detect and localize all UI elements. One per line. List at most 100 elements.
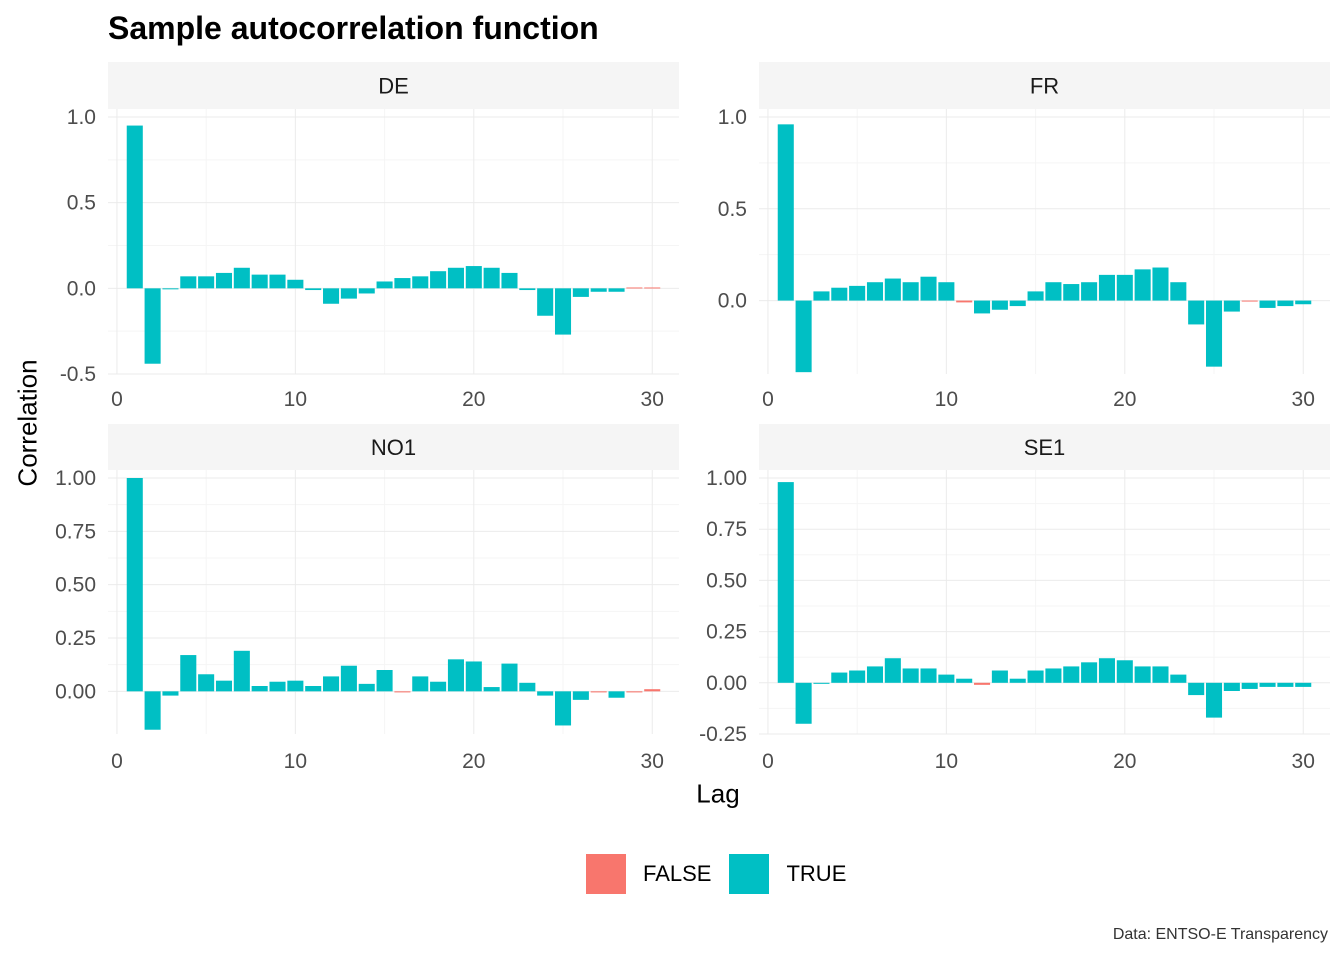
acf-bar-de-lag-24: [537, 288, 554, 316]
acf-bar-se1-lag-14: [1009, 678, 1026, 683]
acf-bar-de-lag-23: [519, 288, 536, 291]
x-axis-title: Lag: [696, 778, 740, 809]
acf-bar-fr-lag-21: [1134, 269, 1151, 301]
y-tick-label: 0.0: [718, 290, 747, 313]
acf-bar-de-lag-27: [590, 288, 607, 292]
legend-swatch-true: [729, 854, 770, 894]
acf-bar-de-lag-13: [340, 288, 357, 299]
acf-bar-fr-lag-30: [1295, 300, 1312, 305]
acf-bar-no1-lag-7: [233, 650, 250, 692]
acf-bar-no1-lag-20: [465, 661, 482, 692]
y-tick-label: 0.75: [706, 518, 747, 541]
y-tick-label: 0.25: [706, 621, 747, 644]
acf-bar-de-lag-9: [269, 274, 286, 289]
x-tick-label: 10: [935, 388, 958, 411]
acf-bar-se1-lag-1: [777, 482, 794, 683]
acf-bar-no1-lag-2: [144, 691, 161, 730]
acf-bar-de-lag-20: [465, 266, 482, 289]
x-tick-label: 20: [462, 388, 485, 411]
acf-bar-se1-lag-29: [1277, 682, 1294, 687]
acf-bar-fr-lag-5: [849, 285, 866, 301]
acf-bar-de-lag-8: [251, 274, 268, 289]
acf-bar-fr-lag-12: [974, 300, 991, 314]
y-tick-label: -0.5: [60, 363, 96, 386]
acf-bar-se1-lag-6: [866, 666, 884, 683]
y-tick-label: 0.00: [706, 672, 747, 695]
legend-label-false: FALSE: [643, 861, 712, 886]
acf-bar-se1-lag-17: [1063, 666, 1080, 683]
acf-bar-de-lag-29: [626, 287, 643, 289]
facet-label-fr: FR: [1030, 74, 1059, 99]
acf-bar-de-lag-2: [144, 288, 161, 364]
acf-bar-fr-lag-11: [956, 300, 973, 303]
acf-bar-de-lag-17: [412, 276, 429, 289]
acf-bar-no1-lag-12: [323, 676, 340, 692]
x-tick-label: 20: [462, 750, 485, 773]
x-tick-label: 10: [284, 750, 307, 773]
acf-bar-no1-lag-1: [126, 478, 143, 692]
acf-bar-se1-lag-21: [1134, 666, 1151, 683]
acf-bar-no1-lag-28: [608, 691, 625, 698]
y-tick-label: 1.00: [706, 467, 747, 490]
acf-bar-no1-lag-18: [430, 681, 447, 692]
acf-bar-se1-lag-2: [795, 682, 812, 724]
acf-bar-se1-lag-19: [1098, 658, 1115, 683]
acf-bar-se1-lag-5: [849, 670, 866, 683]
acf-bar-no1-lag-3: [162, 691, 179, 696]
y-tick-label: 0.50: [706, 569, 747, 592]
acf-bar-de-lag-14: [358, 288, 375, 294]
acf-bar-se1-lag-13: [991, 670, 1008, 683]
x-tick-label: 30: [1292, 388, 1315, 411]
acf-bar-no1-lag-9: [269, 681, 286, 692]
acf-bar-de-lag-21: [483, 267, 500, 289]
legend-label-true: TRUE: [786, 861, 847, 886]
acf-bar-se1-lag-8: [902, 668, 919, 683]
acf-bar-de-lag-19: [447, 267, 464, 289]
acf-bar-fr-lag-19: [1098, 274, 1115, 301]
x-tick-label: 0: [762, 750, 774, 773]
acf-bar-no1-lag-8: [251, 686, 268, 692]
x-tick-label: 30: [1292, 750, 1315, 773]
acf-bar-se1-lag-7: [884, 658, 901, 683]
acf-bar-fr-lag-15: [1027, 291, 1044, 301]
facet-label-no1: NO1: [371, 435, 416, 460]
acf-bar-no1-lag-6: [215, 680, 233, 692]
acf-bar-no1-lag-10: [287, 680, 304, 692]
acf-bar-no1-lag-25: [554, 691, 572, 726]
acf-bar-fr-lag-28: [1259, 300, 1276, 308]
acf-bar-no1-lag-17: [412, 676, 429, 692]
acf-bar-no1-lag-23: [519, 682, 536, 692]
acf-bar-de-lag-1: [126, 125, 143, 289]
acf-bar-se1-lag-16: [1045, 668, 1062, 683]
acf-bar-fr-lag-29: [1277, 300, 1294, 307]
acf-bar-de-lag-6: [215, 272, 233, 289]
acf-bar-se1-lag-20: [1116, 660, 1133, 683]
acf-bar-se1-lag-12: [974, 682, 991, 685]
acf-bar-se1-lag-9: [920, 668, 937, 683]
acf-bar-de-lag-15: [376, 281, 393, 289]
acf-bar-se1-lag-11: [956, 678, 973, 683]
acf-bar-no1-lag-27: [590, 691, 607, 693]
y-tick-label: 1.0: [718, 106, 747, 129]
facet-label-de: DE: [378, 74, 409, 99]
acf-bar-fr-lag-20: [1116, 274, 1133, 301]
acf-bar-no1-lag-21: [483, 687, 500, 692]
x-tick-label: 0: [762, 388, 774, 411]
acf-bar-se1-lag-26: [1223, 682, 1240, 691]
acf-bar-fr-lag-14: [1009, 300, 1026, 307]
acf-bar-de-lag-22: [501, 272, 518, 289]
y-axis-title: Correlation: [12, 359, 43, 487]
acf-bar-fr-lag-16: [1045, 282, 1062, 301]
acf-bar-de-lag-30: [644, 287, 661, 289]
acf-bar-se1-lag-3: [813, 682, 830, 684]
acf-bar-fr-lag-22: [1152, 267, 1169, 301]
facet-strip-fr: [759, 62, 1330, 109]
y-tick-label: 0.5: [67, 192, 96, 215]
acf-bar-no1-lag-26: [572, 691, 589, 700]
y-tick-label: 0.00: [55, 680, 96, 703]
acf-bar-fr-lag-7: [884, 278, 901, 301]
y-tick-label: 1.0: [67, 106, 96, 129]
acf-bar-no1-lag-19: [447, 659, 464, 692]
legend: FALSE TRUE: [586, 854, 864, 894]
